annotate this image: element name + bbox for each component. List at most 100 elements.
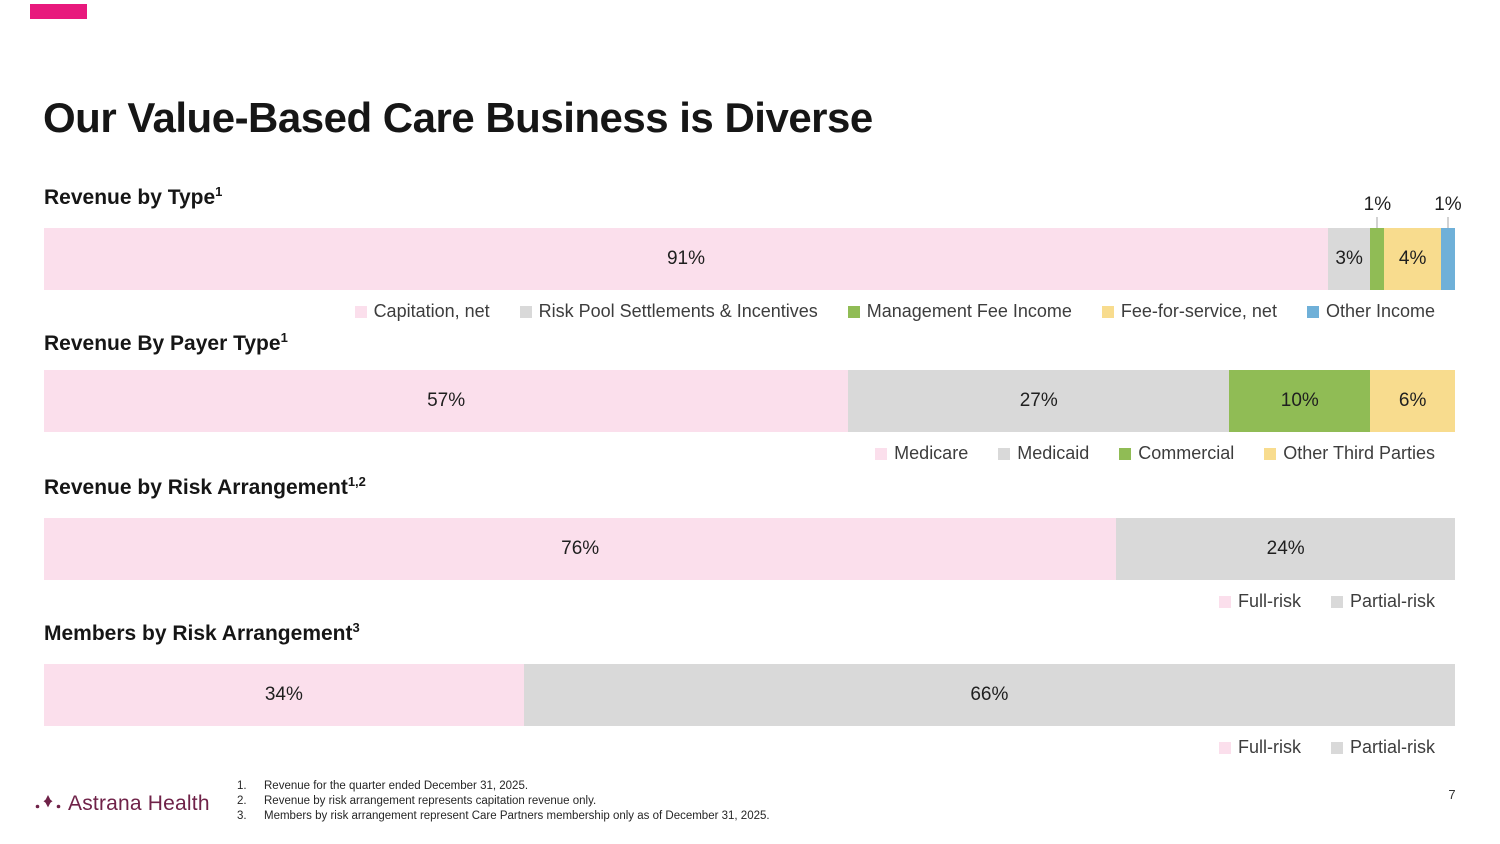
legend-swatch-icon [1306,305,1319,318]
chart-section-members-by-risk-arrangement: Members by Risk Arrangement3 34% 66% Full-r… [44,615,1455,758]
leader-line [1447,217,1449,228]
footnote-3: 3. Members by risk arrangement represent… [237,809,770,824]
footnote-text: Revenue by risk arrangement represents c… [264,795,597,807]
footnote-text: Revenue for the quarter ended December 3… [264,780,529,792]
segment-value-label: 91% [666,248,706,269]
legend: Full-risk Partial-risk [44,737,1455,758]
bar-segment-risk-pool-settlements-incentives: 3% [1328,228,1371,290]
legend-swatch-icon [998,447,1011,460]
segment-value-label: 6% [1398,390,1427,411]
legend-item-medicare: Medicare [875,443,968,464]
segment-value-label-above: 1% [1363,194,1392,215]
footnote-reference: 1,2 [347,474,366,489]
chart-section-revenue-by-type: Revenue by Type1 91% 3% 1% 4% 1% Capitation, n… [44,179,1462,322]
section-title: Members by Risk Arrangement3 [44,620,360,645]
bar-segment-other-income [1440,228,1455,290]
segment-value-label: 24% [1266,538,1305,559]
chart-section-revenue-by-risk-arrangement: Revenue by Risk Arrangement1,2 76% 24% Full… [44,469,1455,612]
slide-accent-mark [30,4,87,19]
footnote-number: 2. [237,795,247,807]
legend-item-commercial: Commercial [1119,443,1234,464]
legend-label: Full-risk [1237,737,1301,757]
page-title: Our Value-Based Care Business is Diverse [43,94,873,142]
legend-swatch-icon [1101,305,1114,318]
legend-item-fee-for-service-net: Fee-for-service, net [1101,301,1277,322]
legend-item-management-fee-income: Management Fee Income [847,301,1072,322]
legend-label: Fee-for-service, net [1120,301,1277,321]
legend-swatch-icon [1119,447,1132,460]
legend-swatch-icon [875,447,888,460]
footnote-reference: 1 [215,184,223,199]
legend-item-risk-pool-settlements-incentives: Risk Pool Settlements & Incentives [519,301,818,322]
bar-segment-full-risk: 34% [44,664,524,726]
legend-label: Partial-risk [1349,591,1435,611]
footnote-number: 3. [237,810,247,822]
legend-item-partial-risk: Partial-risk [1330,737,1435,758]
legend-label: Medicare [894,443,969,463]
legend-label: Partial-risk [1349,737,1435,757]
section-title: Revenue by Type1 [44,184,223,209]
segment-value-label: 4% [1398,248,1427,269]
astrana-health-logo: Astrana Health [34,789,210,818]
legend-label: Medicaid [1017,443,1090,463]
footnote-text: Members by risk arrangement represent Ca… [264,810,770,822]
legend-item-other-income: Other Income [1306,301,1435,322]
logo-text: Astrana Health [68,791,210,815]
legend-label: Capitation, net [373,301,490,321]
legend-item-partial-risk: Partial-risk [1330,591,1435,612]
footnote-reference: 3 [352,620,360,635]
footnote-number: 1. [237,780,247,792]
legend: Capitation, net Risk Pool Settlements & I… [44,301,1455,322]
segment-value-label-above: 1% [1434,194,1462,215]
legend-swatch-icon [1330,595,1343,608]
astrana-dots-sparkle-icon [34,789,62,818]
segment-value-label: 66% [970,684,1009,705]
stacked-bar: 76% 24% [44,518,1455,580]
leader-line [1376,217,1378,228]
bar-segment-full-risk: 76% [44,518,1117,580]
bar-segment-medicaid: 27% [848,370,1230,432]
bar-segment-medicare: 57% [44,370,849,432]
segment-value-label: 10% [1280,390,1319,411]
legend-label: Commercial [1138,443,1235,463]
footnote-1: 1. Revenue for the quarter ended Decembe… [237,779,770,794]
legend-item-other-third-parties: Other Third Parties [1264,443,1435,464]
legend-item-medicaid: Medicaid [998,443,1089,464]
legend-label: Other Third Parties [1283,443,1435,463]
segment-value-label: 3% [1335,248,1363,269]
legend-swatch-icon [1264,447,1277,460]
legend-swatch-icon [847,305,860,318]
legend-label: Full-risk [1237,591,1301,611]
segment-value-label: 27% [1019,390,1058,411]
stacked-bar: 91% 3% 1% 4% 1% [44,194,1462,290]
bar-segment-commercial: 10% [1229,370,1371,432]
legend: Medicare Medicaid Commercial Other Third Pa… [44,443,1455,464]
bar-segment-partial-risk: 24% [1116,518,1455,580]
stacked-bar: 57% 27% 10% 6% [44,370,1455,432]
section-title: Revenue by Risk Arrangement1,2 [44,474,366,499]
footnotes: 1. Revenue for the quarter ended Decembe… [237,779,770,824]
segment-value-label: 34% [264,684,303,705]
legend-swatch-icon [519,305,532,318]
chart-section-revenue-by-payer-type: Revenue By Payer Type1 57% 27% 10% 6% Medicar… [44,325,1455,464]
legend-item-full-risk: Full-risk [1218,591,1301,612]
bar-segment-management-fee-income [1370,228,1385,290]
footnote-2: 2. Revenue by risk arrangement represent… [237,794,770,809]
legend-swatch-icon [1330,741,1343,754]
page-number: 7 [1448,787,1456,802]
legend-swatch-icon [1218,741,1231,754]
legend-swatch-icon [1218,595,1231,608]
legend-label: Risk Pool Settlements & Incentives [538,301,818,321]
legend: Full-risk Partial-risk [44,591,1455,612]
bar-segment-other-third-parties: 6% [1370,370,1455,432]
legend-label: Management Fee Income [866,301,1072,321]
stacked-bar: 34% 66% [44,664,1455,726]
section-title: Revenue By Payer Type1 [44,330,288,355]
segment-value-label: 57% [427,390,466,411]
legend-item-full-risk: Full-risk [1218,737,1301,758]
legend-item-capitation-net: Capitation, net [354,301,490,322]
legend-label: Other Income [1325,301,1435,321]
segment-value-label: 76% [561,538,600,559]
